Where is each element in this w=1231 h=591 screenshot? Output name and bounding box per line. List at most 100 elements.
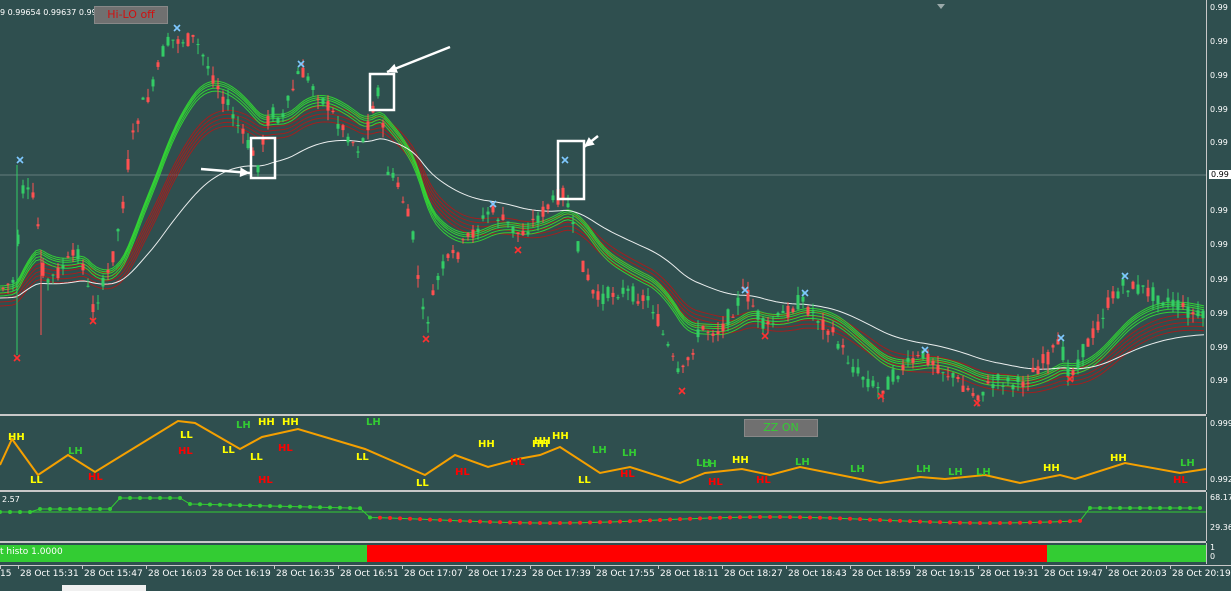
candle-body — [541, 206, 545, 217]
candle-body — [761, 318, 765, 329]
highlight-box — [556, 139, 586, 201]
candle-body — [946, 376, 950, 378]
candle-body — [271, 107, 275, 118]
price-chart-canvas[interactable] — [0, 0, 1206, 414]
arrow-icon — [583, 135, 599, 148]
candle-body — [41, 262, 45, 276]
candle-body — [1, 287, 5, 289]
candle-body — [236, 125, 240, 127]
candle-body — [1171, 299, 1175, 307]
time-axis-tick — [274, 566, 275, 569]
zigzag-indicator-pane[interactable]: HH LL LH HL LL HL LH LL HH HL LL HH LH LL LL HL LH HH HL HH… — [0, 417, 1206, 490]
chart-tab-strip[interactable] — [0, 583, 1231, 591]
candle-body — [751, 305, 755, 307]
candle-body — [346, 136, 350, 143]
candle-body — [376, 87, 380, 97]
oscillator-dot — [868, 517, 872, 522]
zigzag-label: HH — [258, 417, 275, 428]
chart-tab[interactable] — [62, 585, 146, 591]
ema-red-line-3 — [0, 117, 1205, 390]
pane-divider[interactable] — [0, 490, 1206, 492]
zigzag-label: LH — [976, 467, 991, 478]
oscillator-pane[interactable]: 2.57 — [0, 492, 1206, 541]
oscillator-dot — [658, 517, 662, 522]
candle-body — [976, 395, 980, 401]
candle-body — [1121, 279, 1125, 286]
candle-body — [401, 201, 405, 203]
time-axis-tick — [1170, 566, 1171, 569]
zigzag-label: LL — [180, 430, 193, 441]
oscillator-dot — [418, 517, 422, 522]
pane-divider[interactable] — [0, 414, 1206, 416]
candle-body — [121, 201, 125, 209]
candle-body — [636, 301, 640, 304]
candle-body — [856, 367, 860, 374]
candle-body — [681, 365, 685, 368]
x-mark-icon — [422, 335, 430, 343]
zigzag-label: LH — [696, 458, 711, 469]
candle-body — [821, 319, 825, 330]
time-axis-label: 15 — [0, 569, 12, 579]
oscillator-dot — [18, 510, 22, 514]
oscillator-dot — [1028, 520, 1032, 525]
swing-low-x-mark-icon — [973, 399, 981, 407]
candle-body — [446, 254, 450, 258]
zigzag-label: LH — [622, 448, 637, 459]
x-mark-icon — [561, 156, 569, 164]
candle-body — [1181, 303, 1185, 308]
candle-body — [1091, 328, 1095, 338]
candle-body — [296, 71, 300, 75]
price-chart-pane[interactable]: 9 0.99654 0.99637 0.99 Hi-LO off — [0, 0, 1206, 414]
hilo-toggle-button[interactable]: Hi-LO off — [94, 6, 168, 24]
oscillator-dot — [648, 518, 652, 523]
candle-body — [666, 344, 670, 346]
pane-divider[interactable] — [0, 541, 1206, 543]
oscillator-dot — [268, 504, 272, 508]
swing-low-x-mark-icon — [514, 246, 522, 254]
candle-body — [886, 376, 890, 390]
highlight-box — [249, 136, 277, 180]
time-axis-tick — [0, 566, 1, 569]
candle-body — [21, 185, 25, 194]
candle-body — [431, 290, 435, 295]
zigzag-label: HH — [1043, 463, 1060, 474]
swing-high-x-mark-icon — [741, 286, 749, 294]
candle-body — [471, 229, 475, 238]
candle-body — [246, 140, 250, 149]
price-axis-label: 0.99 — [1210, 105, 1228, 114]
candle-body — [306, 76, 310, 81]
arrow-icon — [200, 167, 251, 177]
oscillator-line — [0, 497, 1200, 524]
oscillator-dot — [148, 496, 152, 500]
zigzag-label: HL — [756, 475, 771, 486]
oscillator-dot — [728, 515, 732, 520]
price-axis[interactable]: 0.99 0.99 0.99 0.99 0.99 0.99 0.99 0.99 0.99 0.99… — [1206, 0, 1231, 414]
osc-axis-label: 68.17 — [1210, 493, 1231, 502]
candle-body — [586, 274, 590, 281]
candle-body — [76, 249, 80, 260]
candle-body — [1026, 382, 1030, 384]
ema-white-line-0 — [0, 138, 1205, 370]
candle-body — [251, 150, 255, 156]
zigzag-label: LH — [850, 464, 865, 475]
ema-red-line-2 — [0, 113, 1205, 386]
histo-axis-label: 0 — [1210, 552, 1216, 561]
zigzag-label: HL — [455, 467, 470, 478]
candle-body — [231, 114, 235, 119]
time-axis[interactable]: 15 28 Oct 15:31 28 Oct 15:47 28 Oct 16:03 28… — [0, 565, 1231, 583]
candle-body — [1146, 287, 1150, 297]
candle-body — [606, 287, 610, 299]
candle-body — [226, 99, 230, 106]
histogram-pane[interactable]: t histo 1.0000 — [0, 543, 1206, 564]
candle-body — [151, 79, 155, 87]
candle-body — [281, 113, 285, 117]
candle-body — [1001, 385, 1005, 387]
oscillator-dot — [388, 516, 392, 521]
candle-body — [111, 251, 115, 263]
arrow-shaft — [386, 45, 451, 74]
candle-body — [811, 311, 815, 314]
candle-body — [1191, 312, 1195, 315]
time-axis-tick — [466, 566, 467, 569]
time-axis-tick — [850, 566, 851, 569]
zz-toggle-button[interactable]: ZZ ON — [744, 419, 818, 437]
